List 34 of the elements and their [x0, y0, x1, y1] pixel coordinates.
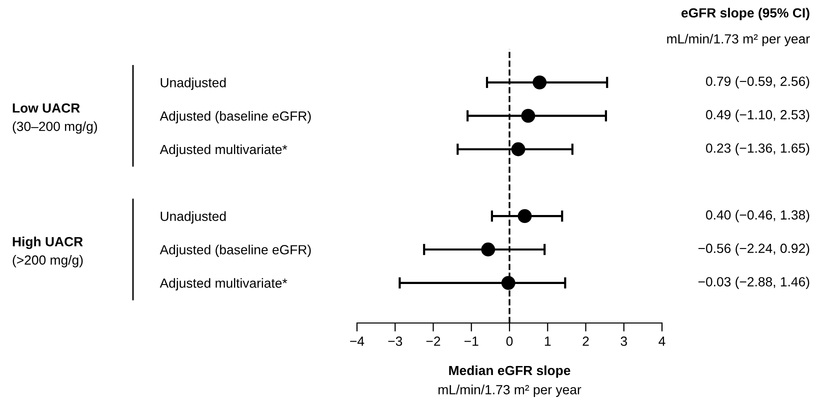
- x-axis-title: Median eGFR slope mL/min/1.73 m² per year: [438, 365, 582, 397]
- x-tick-label: 3: [620, 336, 627, 346]
- text: High UACR: [12, 236, 83, 249]
- data-label: −0.03 (−2.88, 1.46): [698, 276, 810, 290]
- data-label: 0.79 (−0.59, 2.56): [706, 76, 810, 89]
- data-label: 0.23 (−1.36, 1.65): [706, 143, 810, 156]
- y-tick-label: Unadjusted: [160, 211, 226, 224]
- y-tick-label: Adjusted (baseline eGFR): [160, 244, 311, 258]
- x-tick-label: 0: [506, 336, 513, 346]
- x-tick-label: 1: [544, 336, 551, 346]
- text: (30–200 mg/g): [12, 121, 97, 134]
- point: [481, 242, 496, 256]
- y-tick-label: Adjusted multivariate*: [160, 278, 288, 290]
- text: (>200 mg/g): [12, 255, 83, 268]
- y-tick-label: Adjusted multivariate*: [160, 144, 288, 157]
- point: [521, 108, 536, 123]
- point: [518, 209, 532, 224]
- x-tick-label: −3: [388, 336, 402, 346]
- x-tick-label: −1: [464, 336, 478, 346]
- point: [511, 142, 526, 156]
- text: mL/min/1.73 m² per year: [667, 34, 810, 46]
- data-label: 0.40 (−0.46, 1.38): [706, 210, 810, 222]
- data-label: −0.56 (−2.24, 0.92): [698, 243, 810, 256]
- text: Low UACR: [12, 103, 80, 113]
- point: [501, 276, 516, 290]
- x-tick-label: −4: [350, 336, 364, 346]
- y-tick-label: Unadjusted: [160, 78, 226, 90]
- x-tick-label: 2: [582, 336, 589, 346]
- x-tick-label: 4: [658, 336, 666, 346]
- x-tick-label: −2: [426, 336, 440, 346]
- point: [532, 75, 547, 90]
- y-tick-label: Adjusted (baseline eGFR): [160, 111, 311, 124]
- text: eGFR slope (95% CI): [681, 8, 810, 20]
- data-label: 0.49 (−1.10, 2.53): [706, 110, 810, 122]
